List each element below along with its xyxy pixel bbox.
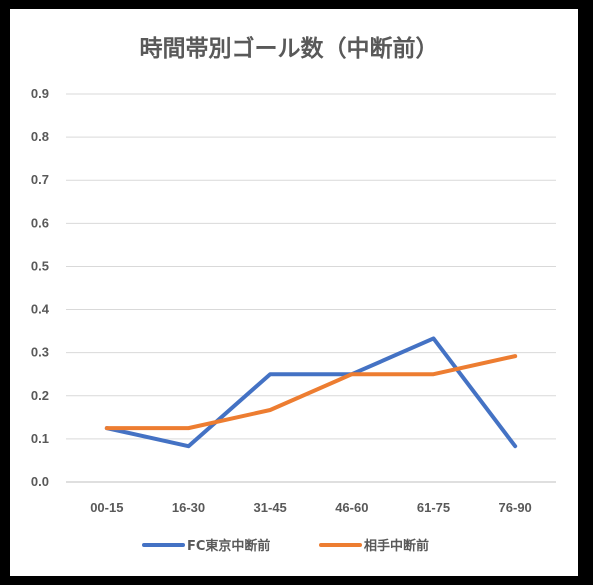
series-line-2 xyxy=(104,354,518,431)
data-point xyxy=(188,445,189,447)
y-axis-ticks: 0.0 0.1 0.2 0.3 0.4 0.5 0.6 0.7 0.8 0.9 xyxy=(31,86,50,489)
x-tick-label: 31-45 xyxy=(254,500,287,515)
series-lines xyxy=(104,336,518,449)
y-tick-label: 0.9 xyxy=(31,86,49,101)
x-axis-ticks: 00-15 16-30 31-45 46-60 61-75 76-90 xyxy=(90,500,532,515)
data-point xyxy=(269,409,271,411)
x-tick-label: 61-75 xyxy=(417,500,450,515)
legend: FC東京中断前 相手中断前 xyxy=(142,538,429,554)
line-chart: 時間帯別ゴール数（中断前） 0.00.10.20.30.40.50.60.70.… xyxy=(31,35,556,554)
y-tick-label: 0.8 xyxy=(31,129,49,144)
legend-label: 相手中断前 xyxy=(364,538,429,554)
gridlines xyxy=(66,93,556,483)
x-tick-label: 76-90 xyxy=(499,500,532,515)
data-point xyxy=(351,373,353,375)
chart-frame: 時間帯別ゴール数（中断前） 0.0 0.1 0.2 0.3 0.4 0.5 0.6 0.7 0.… xyxy=(10,9,578,576)
x-tick-label: 00-15 xyxy=(90,500,123,515)
y-tick-label: 0.6 xyxy=(31,215,49,230)
data-point xyxy=(433,373,434,375)
y-tick-label: 0.2 xyxy=(31,388,49,403)
data-point xyxy=(514,445,516,447)
x-tick-label: 46-60 xyxy=(335,500,368,515)
legend-label: FC東京中断前 xyxy=(187,538,270,554)
data-point xyxy=(433,337,434,339)
chart-title: 時間帯別ゴール数（中断前） xyxy=(140,35,439,62)
data-point xyxy=(269,373,271,375)
data-point xyxy=(188,427,189,429)
data-point xyxy=(106,427,108,429)
y-tick-label: 0.3 xyxy=(31,345,49,360)
y-tick-label: 0.0 xyxy=(31,474,49,489)
y-tick-label: 0.4 xyxy=(31,302,50,317)
series-line-1 xyxy=(104,336,518,449)
y-tick-label: 0.1 xyxy=(31,431,49,446)
x-tick-label: 16-30 xyxy=(172,500,205,515)
y-tick-label: 0.5 xyxy=(31,258,49,273)
data-point xyxy=(514,355,516,357)
y-tick-label: 0.7 xyxy=(31,172,49,187)
